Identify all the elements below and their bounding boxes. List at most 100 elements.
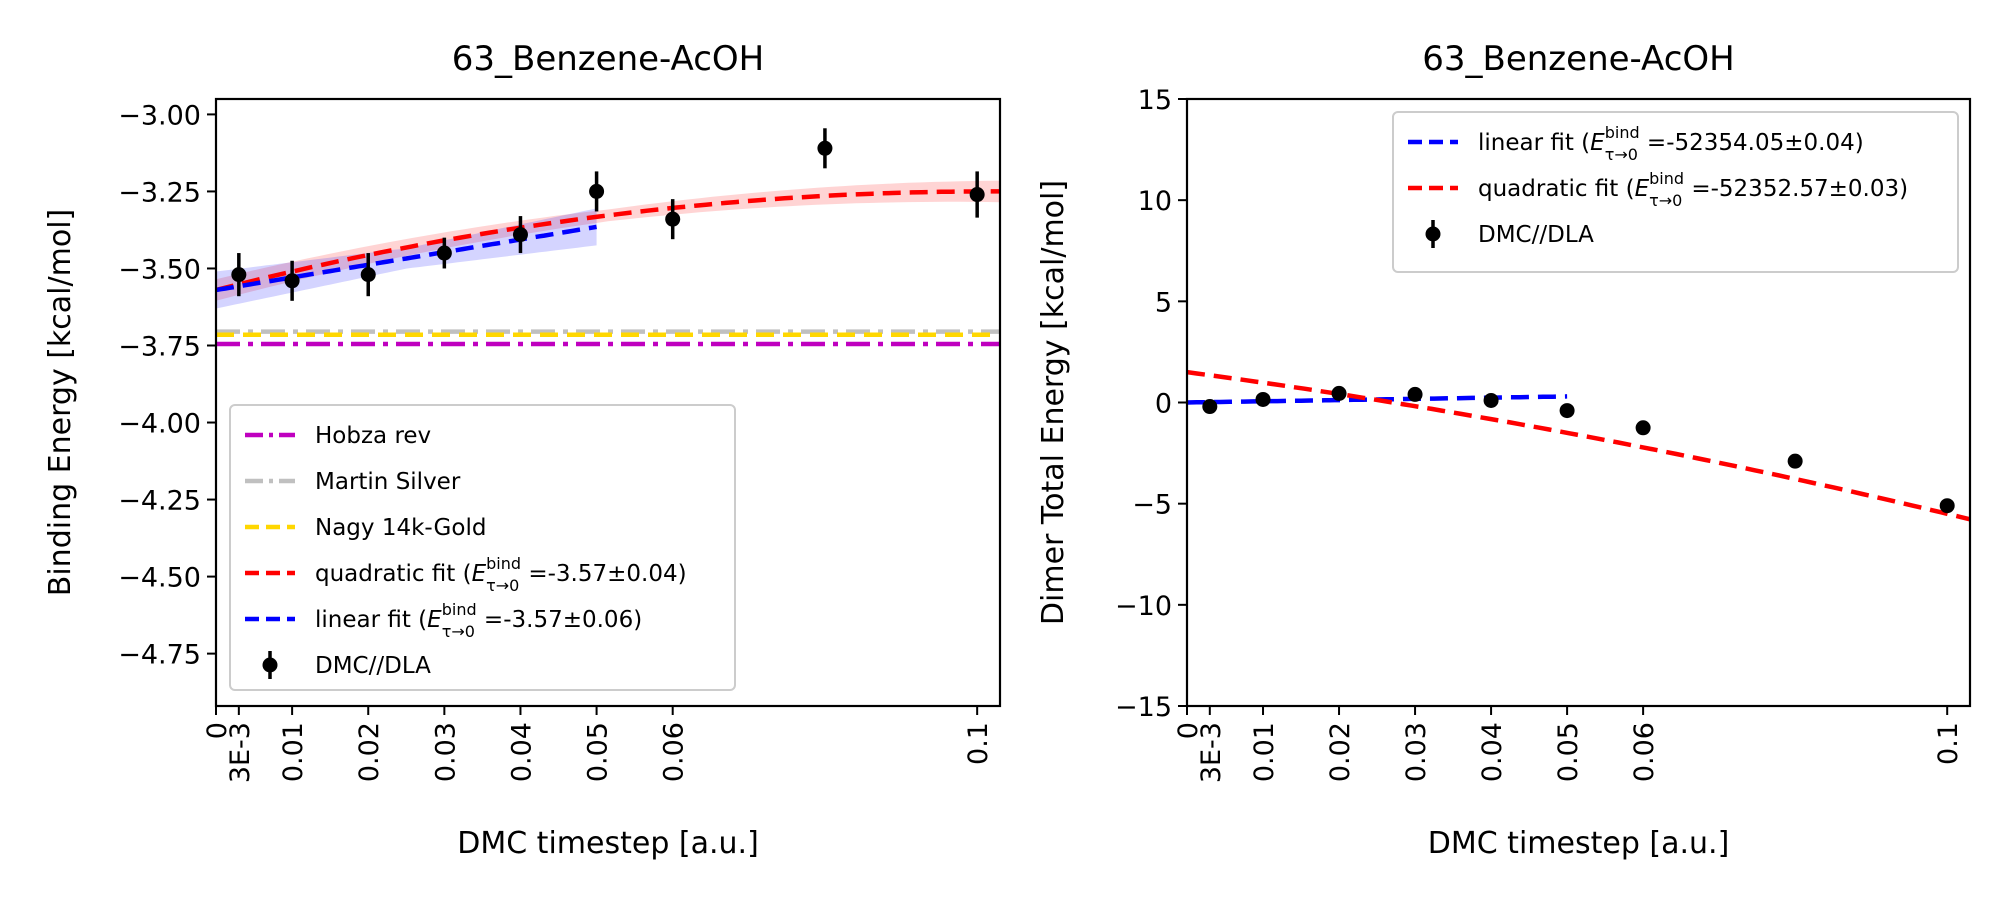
legend-label-value: =-52352.57±0.03) (1684, 176, 1908, 202)
legend-label-value: =-3.57±0.04) (521, 561, 687, 587)
legend-label-symbol: E (1635, 176, 1650, 202)
quadratic-fit-line (1187, 369, 1970, 522)
legend-label-sup: bind (442, 600, 477, 619)
legend-label-sub: τ→0 (486, 576, 519, 595)
legend-label: Hobza rev (315, 423, 431, 449)
data-point (1483, 392, 1499, 408)
y-tick-label: −4.25 (118, 486, 201, 517)
x-tick-label: 0 (1173, 722, 1204, 739)
chart-binding-energy: −3.00 −3.25 −3.50 −3.75 −4.00 −4.25 −4.50 −4.75… (43, 39, 1002, 861)
legend-label: Martin Silver (315, 469, 461, 495)
data-point (360, 267, 376, 283)
x-tick-label: 0.01 (1249, 722, 1280, 782)
y-tick-label: 0 (1155, 389, 1172, 420)
x-tick-label: 0.03 (430, 722, 461, 782)
legend-label: linear fit (Ebind τ→0 =-52354.05±0.04) (1478, 123, 1864, 164)
legend: linear fit (Ebind τ→0 =-52354.05±0.04)qua… (1392, 111, 1959, 273)
data-point (1559, 403, 1575, 419)
y-tick-label: −15 (1115, 692, 1172, 723)
data-point (284, 273, 300, 289)
chart-title: 63_Benzene-AcOH (1422, 39, 1735, 79)
y-tick-label: 5 (1155, 287, 1172, 318)
legend-label-main: linear fit ( (315, 607, 427, 633)
x-tick-label: 0.01 (278, 722, 309, 782)
y-tick-label: −5 (1132, 490, 1172, 521)
x-tick-label: 0.1 (1933, 722, 1964, 765)
x-tick-label: 0.05 (583, 722, 614, 782)
legend-label-main: linear fit ( (1478, 130, 1590, 156)
legend-label-main: quadratic fit ( (315, 561, 472, 587)
chart-title: 63_Benzene-AcOH (452, 39, 765, 79)
data-point (231, 267, 247, 283)
data-point (1635, 420, 1651, 436)
legend-swatch-marker (262, 657, 278, 673)
x-tick-label: 0.06 (1629, 722, 1660, 782)
legend-label-symbol: E (1590, 130, 1605, 156)
legend-label-sub: τ→0 (442, 622, 475, 641)
y-tick-label: −3.50 (118, 254, 201, 285)
y-tick-label: −10 (1115, 591, 1172, 622)
legend-swatch-marker (1425, 226, 1441, 242)
x-tick-label: 0.05 (1553, 722, 1584, 782)
x-tick-label: 0.1 (963, 722, 994, 765)
axes-frame (214, 97, 1002, 708)
data-point (665, 211, 681, 227)
legend-label-sub: τ→0 (1649, 191, 1682, 210)
y-tick-label: −4.00 (118, 409, 201, 440)
legend-label: linear fit (Ebind τ→0 =-3.57±0.06) (315, 600, 642, 641)
y-tick-label: −3.00 (118, 100, 201, 131)
data-point (1787, 453, 1803, 469)
legend-label-value: =-52354.05±0.04) (1640, 130, 1864, 156)
legend-label: DMC//DLA (315, 653, 431, 679)
legend-frame (229, 404, 736, 691)
data-point (1407, 386, 1423, 402)
x-tick-label: 0.04 (506, 722, 537, 782)
legend-label-main: quadratic fit ( (1478, 176, 1635, 202)
legend-label: DMC//DLA (1478, 222, 1594, 248)
legend-label-sup: bind (1649, 169, 1684, 188)
data-point (1202, 399, 1218, 415)
y-tick-label: −4.50 (118, 563, 201, 594)
legend-label: quadratic fit (Ebind τ→0 =-52352.57±0.03) (1478, 169, 1908, 210)
legend: Hobza rev Martin Silver Nagy 14k-Gold quadr… (229, 404, 736, 691)
x-tick-label: 0.02 (1325, 722, 1356, 782)
quadratic-fit-line (216, 189, 1000, 293)
x-tick-label: 0 (202, 722, 233, 739)
data-point (1331, 385, 1347, 401)
y-axis-label: Dimer Total Energy [kcal/mol] (1036, 180, 1071, 625)
y-tick-label: −4.75 (118, 640, 201, 671)
legend-label-value: =-3.57±0.06) (477, 607, 643, 633)
x-axis-label: DMC timestep [a.u.] (1428, 826, 1730, 861)
x-tick-label: 0.04 (1477, 722, 1508, 782)
x-tick-label: 0.06 (659, 722, 690, 782)
legend-label-symbol: E (427, 607, 442, 633)
plot-area (216, 128, 1000, 347)
plot-area (1187, 369, 1970, 522)
x-tick-label: 3E-3 (225, 722, 256, 783)
legend-label: quadratic fit (Ebind τ→0 =-3.57±0.04) (315, 554, 687, 595)
legend-label-sup: bind (486, 554, 521, 573)
legend-label-sup: bind (1605, 123, 1640, 142)
x-tick-label: 0.03 (1401, 722, 1432, 782)
y-axis-label: Binding Energy [kcal/mol] (43, 209, 78, 596)
data-point (589, 183, 605, 199)
y-tick-label: 15 (1138, 85, 1172, 116)
legend-label-symbol: E (472, 561, 487, 587)
legend-label: Nagy 14k-Gold (315, 515, 486, 541)
legend-frame (1392, 111, 1959, 273)
y-tick-label: 10 (1138, 186, 1172, 217)
linear-fit-line (216, 224, 597, 293)
data-point (436, 245, 452, 261)
data-point (969, 187, 985, 203)
x-tick-label: 3E-3 (1196, 722, 1227, 783)
x-tick-label: 0.02 (354, 722, 385, 782)
legend-label-sub: τ→0 (1605, 145, 1638, 164)
data-point (1939, 498, 1955, 514)
data-point (512, 227, 528, 243)
data-point (817, 140, 833, 156)
data-point (1255, 391, 1271, 407)
x-axis-label: DMC timestep [a.u.] (457, 826, 759, 861)
